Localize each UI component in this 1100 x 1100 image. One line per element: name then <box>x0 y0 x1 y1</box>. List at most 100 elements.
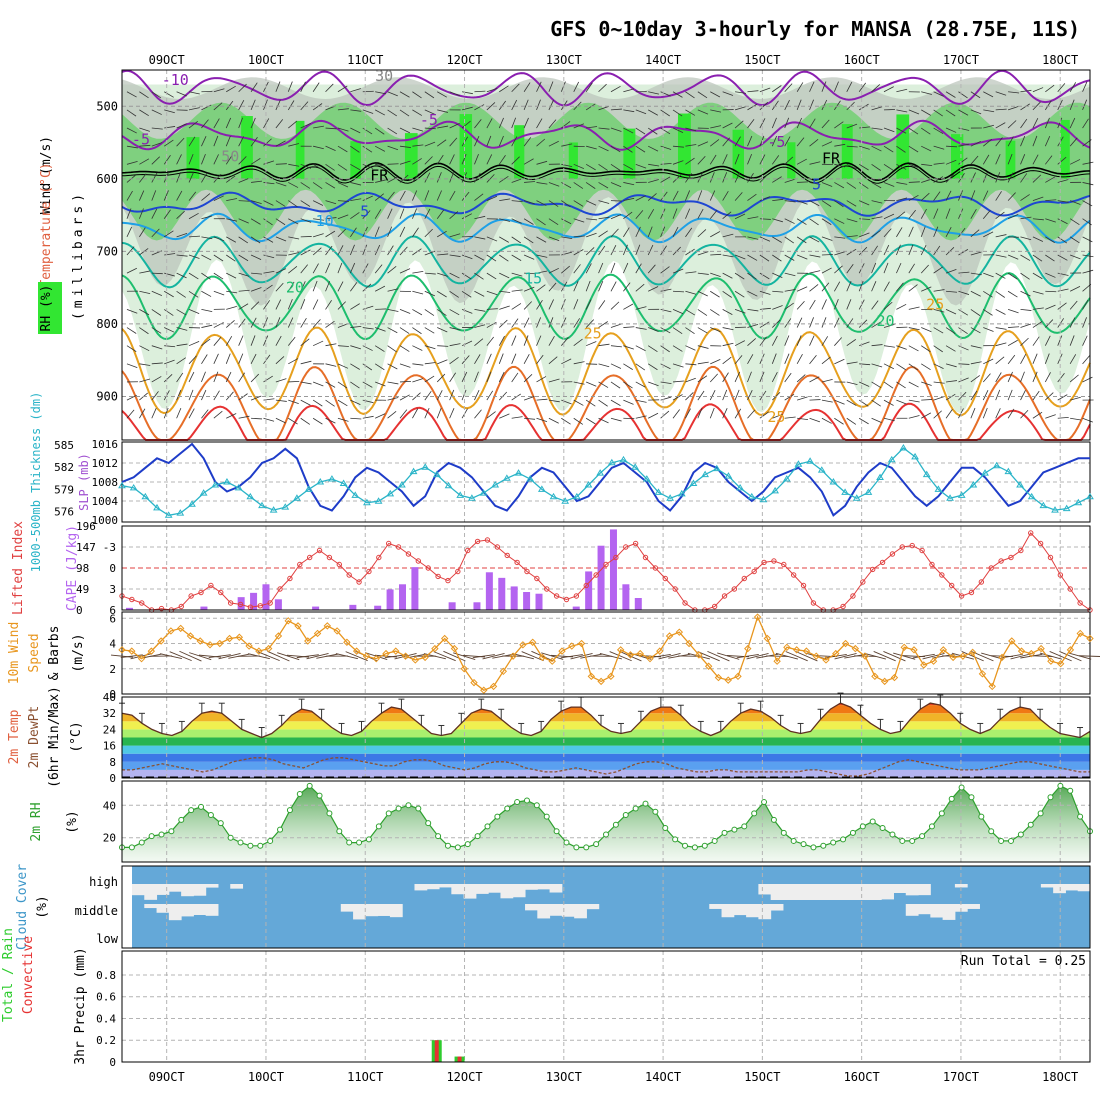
lifted-index-point <box>237 601 244 608</box>
thickness-point <box>631 463 640 470</box>
wind-barb <box>722 272 733 279</box>
wind-barb <box>821 81 827 92</box>
cloud-high-gap <box>205 884 219 888</box>
wind10m-barb <box>1059 651 1082 662</box>
wind-speed-point <box>1037 644 1045 653</box>
wind-barb <box>672 208 678 219</box>
wind-barb <box>412 227 419 238</box>
wind-barb <box>685 173 692 183</box>
wind-barb <box>188 340 200 347</box>
wind-barb <box>610 399 621 407</box>
wind-barb <box>548 119 557 129</box>
wind-barb <box>859 363 871 366</box>
rh2m-point <box>168 828 175 835</box>
wind-barb <box>771 117 777 129</box>
wind-barb <box>585 200 597 206</box>
lifted-index-point <box>346 572 352 578</box>
cloud-high-gap <box>807 884 821 900</box>
wind-speed-point <box>616 646 625 654</box>
wind-barb <box>933 289 945 292</box>
wind-barb <box>821 282 830 292</box>
upper-ylabel-temp: Temperature (°C) <box>39 162 54 287</box>
cloud-high-gap <box>881 884 894 900</box>
wind-barb <box>784 416 796 419</box>
wind-barb <box>201 172 208 183</box>
wind-barb <box>648 381 659 387</box>
panel-frame <box>121 69 1091 441</box>
wind-barb <box>586 145 597 150</box>
wind-barb <box>213 102 223 111</box>
wind-barb <box>821 417 832 424</box>
wind-barb <box>511 393 522 401</box>
wind-barb <box>449 309 460 316</box>
rh2m-point <box>849 829 856 836</box>
wind-barb <box>958 290 970 295</box>
wind-barb <box>883 345 895 348</box>
wind-barb <box>151 345 163 350</box>
cape-bar <box>485 572 493 610</box>
wind-barb <box>598 163 608 171</box>
isotherm-label: 25 <box>767 408 785 426</box>
wind-speed-point <box>783 643 791 652</box>
temp-tick-label: 40 <box>103 691 116 704</box>
wind-barb <box>300 281 306 292</box>
wind-barb <box>300 249 311 256</box>
wind-barb <box>164 327 175 333</box>
wind-barb <box>958 345 969 351</box>
wind-barb <box>859 126 871 129</box>
rh2m-point <box>1037 810 1044 817</box>
wind10m-barb <box>687 652 711 660</box>
wind-barb <box>225 335 233 346</box>
wind-barb <box>1020 290 1031 297</box>
wind-barb <box>747 103 758 111</box>
wind-barb <box>536 118 543 129</box>
wind-speed-point <box>773 657 781 665</box>
wind-barb <box>126 394 137 401</box>
lifted-index-point <box>247 604 254 610</box>
wind-barb <box>771 100 779 111</box>
cloud-mid-gap <box>537 904 551 919</box>
wind-barb <box>424 309 435 316</box>
rh2m-point <box>128 844 135 851</box>
cloud-mid-gap <box>930 904 944 918</box>
lifted-index-point <box>129 596 135 603</box>
isotherm-label: -5 <box>132 131 150 149</box>
wind-barb <box>275 218 286 226</box>
rh2m-point <box>257 842 264 849</box>
wind-barb <box>747 135 753 147</box>
wind-barb <box>498 371 505 383</box>
wind-barb <box>871 399 881 407</box>
wind-barb <box>350 88 361 93</box>
rh2m-point <box>563 839 570 846</box>
wind10m-barb <box>1078 655 1100 657</box>
wind-barb <box>945 109 956 117</box>
wind-barb <box>722 356 732 365</box>
wind-barb <box>362 195 373 201</box>
wind-barb <box>288 143 300 147</box>
lifted-index-point <box>1047 554 1054 561</box>
cape-bar <box>510 586 518 610</box>
precip-tick-label: 0 <box>109 1056 116 1069</box>
wind-barb <box>796 137 805 147</box>
wind-barb <box>374 226 380 238</box>
isotherm-line <box>121 191 1091 217</box>
wind-barb <box>424 190 430 201</box>
wind-barb <box>350 145 360 153</box>
wind-barb <box>809 81 815 92</box>
wind-barb <box>759 290 771 295</box>
wind-barb <box>660 381 672 384</box>
wind-barb <box>672 268 684 274</box>
wind-speed-point <box>1047 657 1055 665</box>
wind-barb <box>610 323 622 328</box>
wind-barb <box>573 264 581 274</box>
wind-barb <box>226 218 238 222</box>
lifted-index-point <box>978 579 985 585</box>
wind-barb <box>1045 199 1057 201</box>
wind-barb <box>796 99 802 111</box>
wind-barb <box>970 190 976 201</box>
wind-barb <box>424 172 431 183</box>
wind-barb <box>399 268 411 274</box>
wind-barb <box>523 236 534 244</box>
wind-barb <box>1007 272 1018 280</box>
wind-barb <box>883 182 895 187</box>
